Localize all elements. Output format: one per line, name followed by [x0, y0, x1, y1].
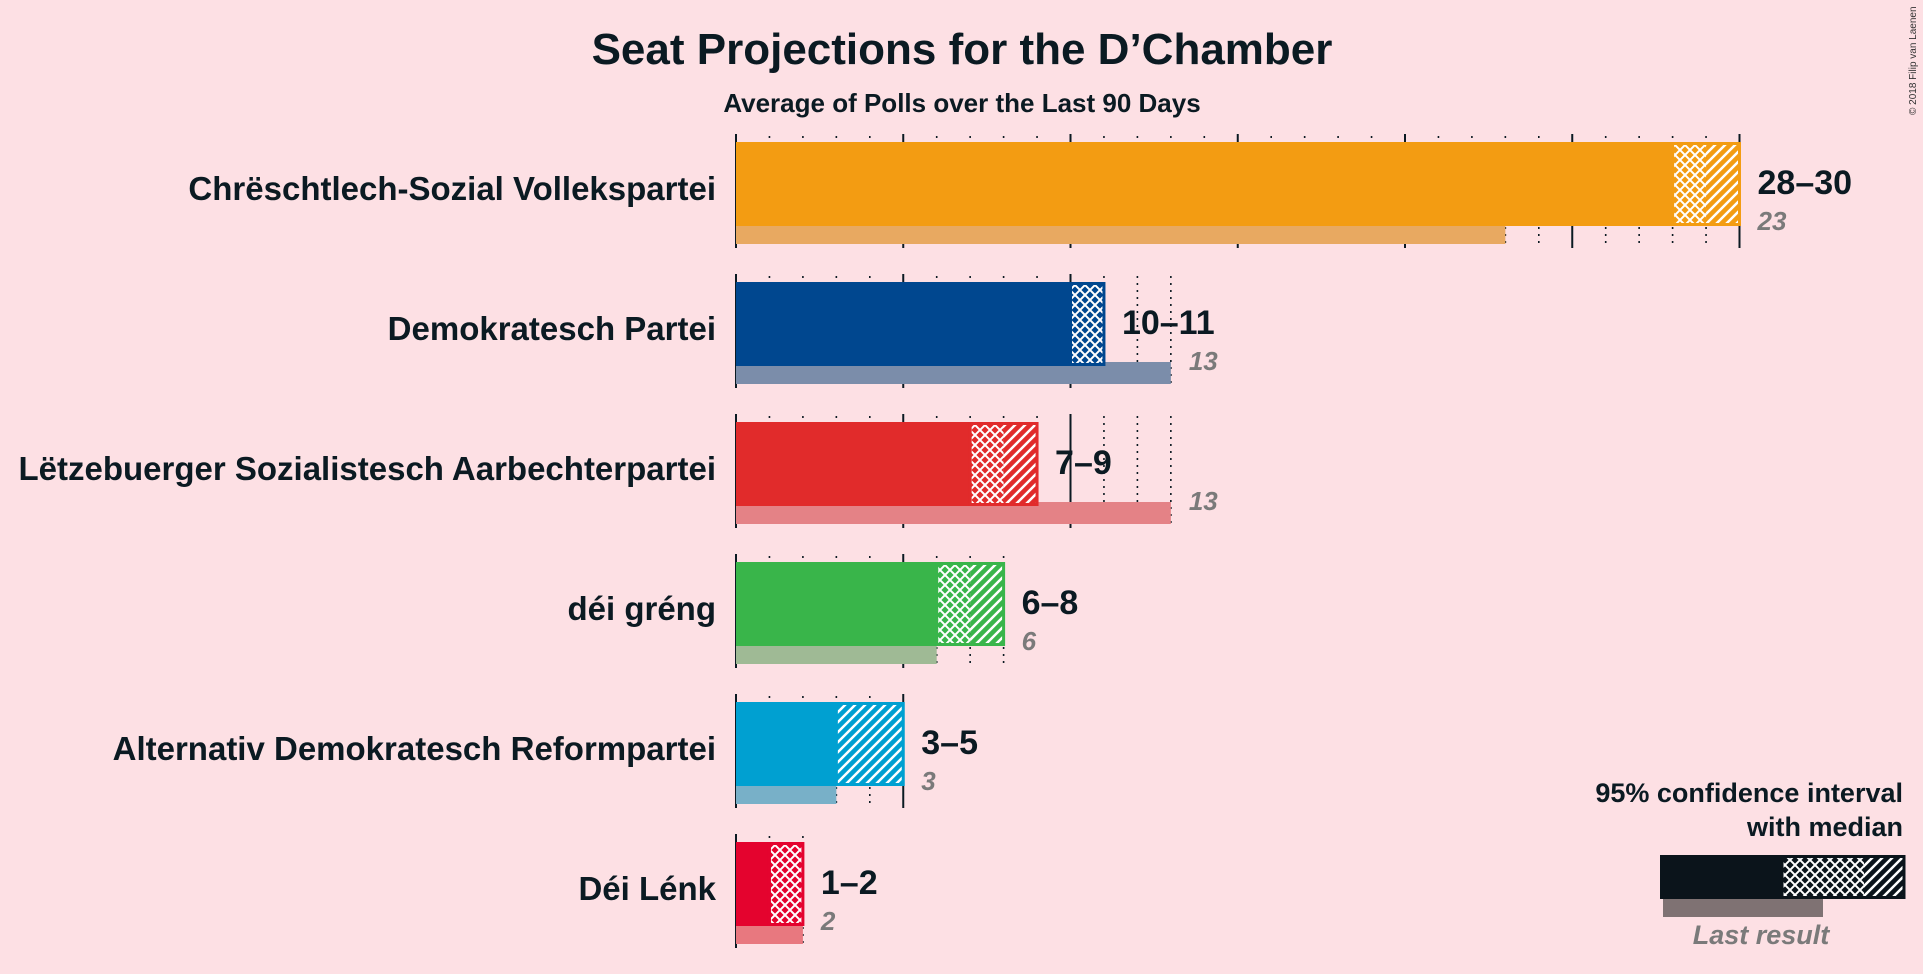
last-result-label: 2 — [820, 906, 836, 936]
last-result-bar — [736, 502, 1171, 524]
range-label: 7–9 — [1055, 444, 1112, 482]
legend-title-line2: with median — [1746, 812, 1903, 842]
legend-title-line1: 95% confidence interval — [1595, 778, 1903, 808]
range-label: 28–30 — [1758, 164, 1853, 202]
bar-solid — [736, 282, 1071, 366]
range-label: 1–2 — [821, 864, 878, 902]
legend-last-result-swatch — [1663, 895, 1823, 917]
plot-area: Chrëschtlech-Sozial Vollekspartei 28–3023… — [18, 134, 1852, 948]
last-result-bar — [736, 922, 803, 944]
bar-ci-lower — [769, 842, 803, 926]
bar-ci-upper — [1706, 142, 1740, 226]
legend-upper-swatch — [1864, 855, 1904, 899]
legend-last-result-label: Last result — [1693, 920, 1831, 950]
legend: 95% confidence interval with median Last… — [1595, 778, 1906, 950]
bar-ci-lower — [1672, 142, 1707, 226]
legend-solid-swatch — [1660, 855, 1782, 899]
party-name: Déi Lénk — [578, 870, 716, 907]
last-result-bar — [736, 222, 1506, 244]
last-result-label: 13 — [1189, 486, 1218, 516]
party-name: Lëtzebuerger Sozialistesch Aarbechterpar… — [18, 450, 716, 487]
legend-median-swatch — [1782, 855, 1864, 899]
last-result-label: 3 — [921, 766, 936, 796]
bar-ci-lower — [1070, 282, 1104, 366]
bar-ci-outline — [834, 702, 905, 786]
bar-ci-upper — [970, 562, 1004, 646]
bar-ci-lower — [936, 562, 971, 646]
copyright-note: © 2018 Filip van Laenen — [1908, 6, 1919, 115]
bar-ci-outline — [968, 422, 1039, 506]
range-label: 3–5 — [921, 724, 978, 762]
bar-solid — [736, 422, 971, 506]
bar-solid — [736, 142, 1673, 226]
bar-ci-outline — [1069, 282, 1106, 366]
bar-solid — [736, 702, 837, 786]
bar-solid — [736, 842, 770, 926]
last-result-bar — [736, 362, 1171, 384]
bar-ci-outline — [935, 562, 1006, 646]
last-result-bar — [736, 642, 937, 664]
last-result-bar — [736, 782, 837, 804]
party-name: Demokratesch Partei — [388, 310, 716, 347]
bar-ci-lower — [970, 422, 1004, 506]
bar-ci-upper — [1003, 422, 1038, 506]
legend-outline — [1780, 855, 1906, 899]
chart-title: Seat Projections for the D’Chamber — [592, 25, 1333, 74]
last-result-label: 23 — [1757, 206, 1787, 236]
last-result-label: 6 — [1022, 626, 1037, 656]
bar-solid — [736, 562, 937, 646]
range-label: 10–11 — [1122, 304, 1215, 342]
party-name: déi gréng — [567, 590, 716, 627]
bar-ci-outline — [1671, 142, 1741, 226]
chart-subtitle: Average of Polls over the Last 90 Days — [723, 88, 1200, 118]
bar-ci-upper — [836, 702, 904, 786]
party-name: Alternativ Demokratesch Reformpartei — [113, 730, 716, 767]
range-label: 6–8 — [1022, 584, 1079, 622]
party-name: Chrëschtlech-Sozial Vollekspartei — [188, 170, 716, 207]
last-result-label: 13 — [1189, 346, 1218, 376]
bar-ci-outline — [767, 842, 805, 926]
